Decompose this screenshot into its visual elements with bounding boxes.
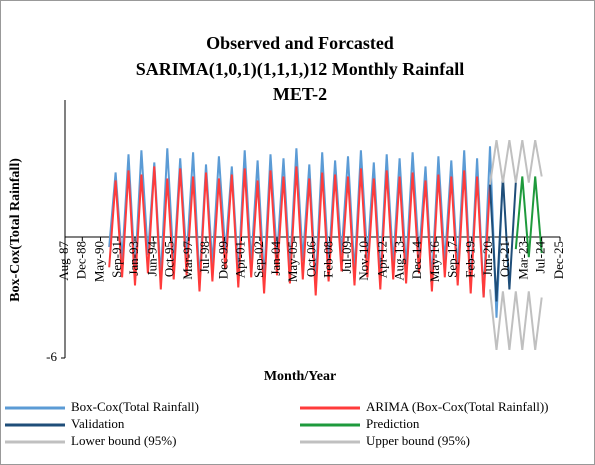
x-tick-label: Sep-02 (251, 241, 266, 278)
x-tick-label: Mar-23 (515, 241, 530, 280)
x-tick-label: Feb-08 (321, 241, 336, 278)
x-tick-label: Jul-24 (533, 241, 548, 274)
series-line (108, 166, 491, 298)
x-tick-label: Jan-93 (126, 241, 141, 276)
x-tick-label: Apr-01 (232, 241, 247, 278)
x-tick-label: Apr-12 (374, 241, 389, 278)
x-tick-label: Dec-88 (73, 241, 88, 279)
y-axis-title: Box-Cox(Total Rainfall) (8, 158, 23, 302)
x-tick-label: Jun-94 (144, 241, 159, 277)
x-tick-label: Jul-09 (339, 241, 354, 274)
legend-label: Prediction (366, 416, 420, 431)
x-tick-label: Aug-13 (392, 241, 407, 281)
chart-title: Observed and Forcasted (206, 33, 394, 53)
chart-subtitle: MET-2 (273, 84, 327, 104)
x-tick-label: Dec-25 (551, 241, 566, 279)
series-line (489, 289, 543, 351)
x-tick-label: May-16 (427, 241, 442, 283)
legend-label: Validation (71, 416, 125, 431)
legend-label: Lower bound (95%) (71, 433, 176, 448)
x-tick-label: May-05 (285, 241, 300, 282)
x-tick-label: Sep-17 (444, 241, 459, 278)
x-tick-label: Feb-19 (463, 241, 478, 278)
x-tick-label: Nov-10 (356, 241, 371, 281)
x-tick-label: Jun-20 (480, 241, 495, 276)
x-tick-label: Dec-14 (409, 241, 424, 280)
x-tick-label: Oct-21 (497, 241, 512, 277)
legend-label: ARIMA (Box-Cox(Total Rainfall)) (366, 399, 549, 414)
y-tick-label: -6 (46, 349, 57, 364)
x-tick-label: Jul-98 (197, 241, 212, 274)
x-tick-label: Dec-99 (215, 241, 230, 279)
legend-label: Box-Cox(Total Rainfall) (71, 399, 199, 414)
x-tick-label: Jan-04 (268, 241, 283, 276)
x-tick-label: May-90 (91, 241, 106, 282)
x-tick-label: Oct-06 (303, 241, 318, 278)
chart-subtitle: SARIMA(1,0,1)(1,1,1,)12 Monthly Rainfall (136, 59, 465, 80)
legend-label: Upper bound (95%) (366, 433, 470, 448)
x-tick-label: Mar-97 (180, 241, 195, 280)
x-tick-label: Aug-87 (56, 241, 71, 281)
x-tick-label: Oct-95 (161, 241, 176, 277)
series-line (489, 140, 543, 185)
x-axis-title: Month/Year (264, 369, 336, 384)
x-tick-label: Sep-91 (109, 241, 124, 278)
series-line (514, 176, 543, 258)
